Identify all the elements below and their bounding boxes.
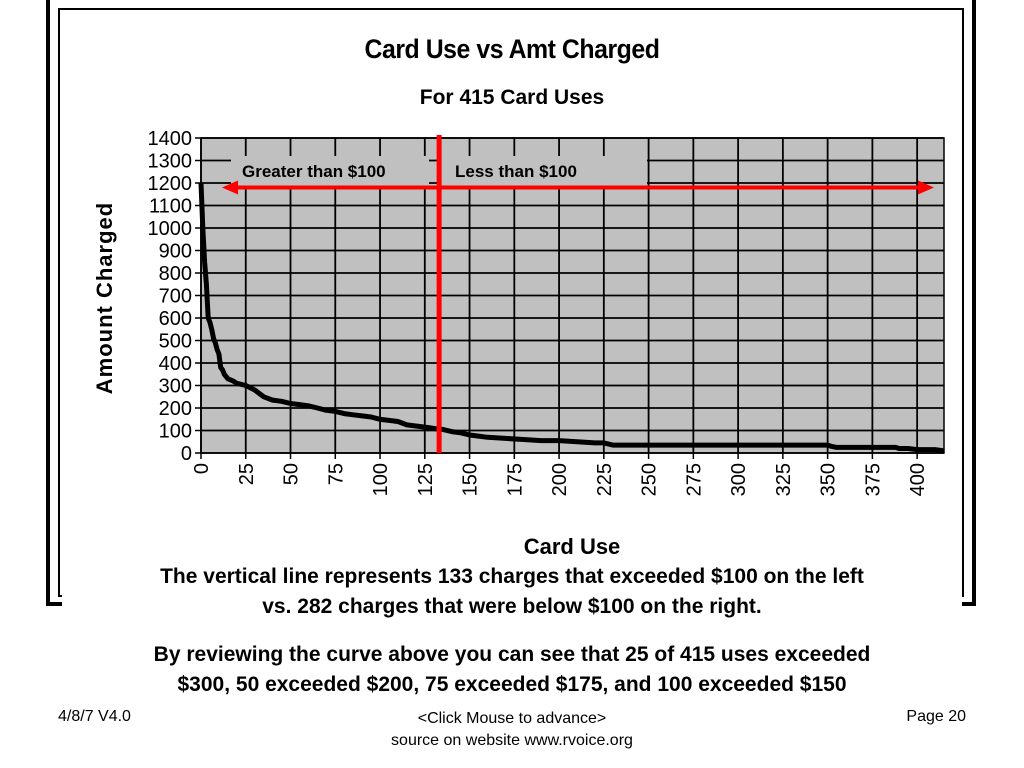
- x-tick-label: 225: [594, 463, 616, 496]
- label-box-right: [441, 156, 647, 186]
- y-tick-label: 1100: [149, 196, 192, 218]
- x-tick-label: 350: [818, 463, 840, 496]
- y-tick-label: 500: [159, 331, 192, 353]
- x-tick-label: 125: [415, 463, 437, 496]
- x-tick-label: 375: [862, 463, 884, 496]
- y-tick-label: 900: [159, 241, 192, 263]
- red-arrowhead-right: [918, 180, 934, 195]
- greater-than-label: Greater than $100: [242, 162, 386, 181]
- source-text: source on website www.rvoice.org: [391, 732, 633, 749]
- x-tick-label: 150: [460, 463, 482, 496]
- x-tick-label: 175: [504, 463, 526, 496]
- x-tick-label: 400: [907, 463, 929, 496]
- x-tick-label: 300: [728, 463, 750, 496]
- y-tick-label: 1300: [148, 151, 193, 173]
- page-number: Page 20: [906, 708, 966, 725]
- y-tick-label: 300: [159, 376, 192, 398]
- y-tick-label: 800: [159, 263, 192, 285]
- chart-subtitle: For 415 Card Uses: [419, 86, 605, 109]
- y-tick-label: 200: [159, 398, 192, 420]
- y-axis-label: Amount Charged: [92, 202, 117, 394]
- x-tick-label: 50: [281, 463, 303, 485]
- red-arrowhead-left: [222, 180, 238, 195]
- caption-line-2: vs. 282 charges that were below $100 on …: [262, 595, 762, 618]
- advance-prompt[interactable]: <Click Mouse to advance>: [417, 710, 607, 727]
- x-tick-label: 250: [639, 463, 661, 496]
- footer-date-version: 4/8/7 V4.0: [58, 708, 131, 725]
- y-tick-label: 100: [159, 421, 192, 443]
- caption-line-1: The vertical line represents 133 charges…: [160, 565, 864, 588]
- caption-review: By reviewing the curve above you can see…: [40, 640, 984, 700]
- y-tick-label: 600: [159, 308, 192, 330]
- y-tick-label: 0: [181, 443, 192, 465]
- x-tick-label: 0: [191, 463, 213, 474]
- y-tick-label: 1200: [148, 173, 193, 195]
- label-box-left: [231, 156, 429, 186]
- x-tick-label: 100: [370, 463, 392, 496]
- less-than-label: Less than $100: [455, 162, 577, 181]
- footer-center[interactable]: <Click Mouse to advance> source on websi…: [312, 708, 712, 752]
- x-tick-label: 75: [325, 463, 347, 485]
- x-tick-label: 325: [773, 463, 795, 496]
- y-tick-label: 1000: [148, 218, 193, 240]
- x-axis-label: Card Use: [524, 534, 621, 559]
- y-tick-label: 400: [159, 353, 192, 375]
- x-tick-label: 200: [549, 463, 571, 496]
- chart-title: Card Use vs Amt Charged: [364, 34, 660, 64]
- y-tick-label: 1400: [148, 128, 193, 150]
- y-tick-label: 700: [159, 286, 192, 308]
- amount-curve: [198, 182, 945, 454]
- x-tick-label: 275: [683, 463, 705, 496]
- x-tick-label: 25: [236, 463, 258, 485]
- caption-line-3: By reviewing the curve above you can see…: [153, 643, 871, 666]
- caption-vertical-line: The vertical line represents 133 charges…: [62, 562, 962, 622]
- caption-line-4: $300, 50 exceeded $200, 75 exceeded $175…: [177, 673, 847, 696]
